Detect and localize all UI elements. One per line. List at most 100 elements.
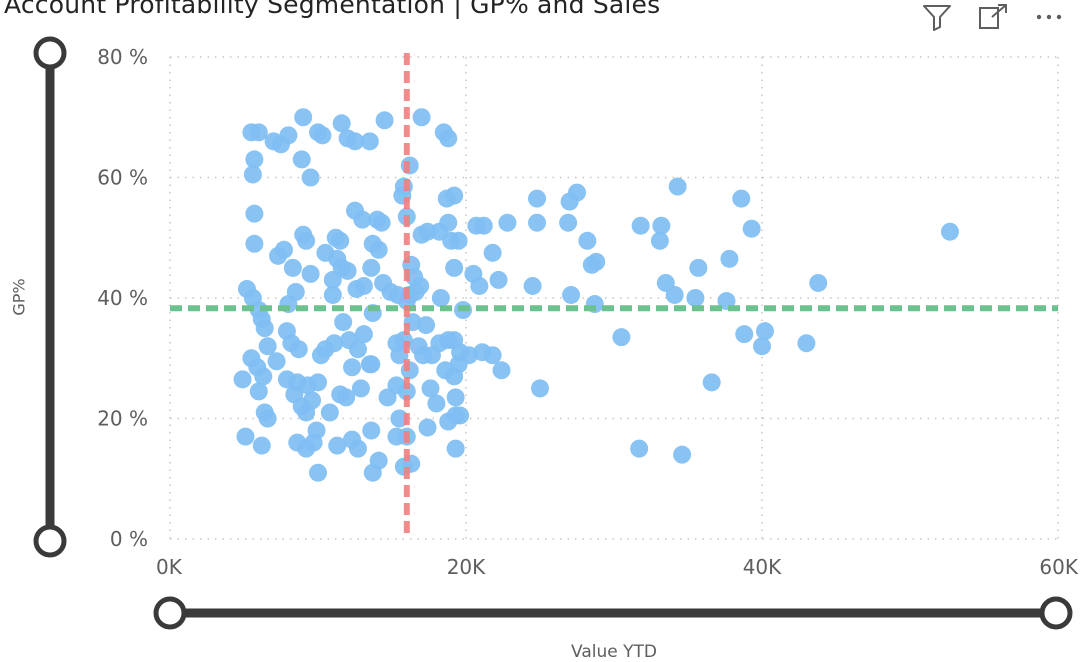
data-point[interactable] [417, 316, 436, 335]
y-zoom-slider-top-handle[interactable] [33, 36, 67, 70]
data-point[interactable] [483, 243, 502, 262]
data-point[interactable] [665, 285, 684, 304]
data-point[interactable] [362, 355, 381, 374]
data-point[interactable] [279, 126, 298, 145]
data-point[interactable] [414, 346, 433, 365]
data-point[interactable] [587, 252, 606, 271]
data-point[interactable] [451, 406, 470, 425]
data-point[interactable] [568, 183, 586, 202]
data-point[interactable] [323, 285, 342, 304]
data-point[interactable] [354, 325, 373, 344]
data-point[interactable] [258, 337, 277, 356]
data-point[interactable] [528, 189, 547, 208]
data-point[interactable] [702, 373, 721, 392]
data-point[interactable] [233, 370, 252, 389]
data-point[interactable] [252, 436, 271, 455]
data-point[interactable] [362, 258, 381, 277]
data-point[interactable] [362, 421, 381, 440]
data-point[interactable] [689, 258, 708, 277]
data-point[interactable] [245, 234, 264, 253]
data-point[interactable] [346, 132, 364, 151]
data-point[interactable] [369, 451, 388, 470]
filter-icon[interactable] [920, 2, 954, 32]
data-point[interactable] [755, 322, 774, 341]
data-point[interactable] [474, 216, 493, 235]
data-point[interactable] [360, 132, 379, 151]
data-point[interactable] [267, 352, 286, 371]
data-point[interactable] [630, 439, 649, 458]
data-point[interactable] [372, 213, 391, 232]
data-point[interactable] [348, 340, 367, 359]
data-point[interactable] [742, 219, 761, 238]
data-point[interactable] [562, 285, 581, 304]
data-point[interactable] [809, 273, 828, 292]
data-point[interactable] [489, 270, 508, 289]
data-point[interactable] [348, 439, 367, 458]
data-point[interactable] [523, 276, 542, 295]
data-point[interactable] [337, 388, 356, 407]
data-point[interactable] [258, 409, 277, 428]
data-point[interactable] [343, 358, 362, 377]
data-point[interactable] [445, 186, 464, 205]
data-point[interactable] [369, 240, 388, 259]
data-point[interactable] [668, 177, 687, 196]
data-point[interactable] [397, 382, 416, 401]
data-point[interactable] [323, 270, 342, 289]
data-point[interactable] [283, 258, 302, 277]
data-point[interactable] [412, 108, 431, 127]
data-point[interactable] [439, 129, 458, 148]
data-point[interactable] [301, 264, 320, 283]
data-point[interactable] [612, 328, 631, 347]
data-point[interactable] [735, 325, 754, 344]
data-point[interactable] [531, 379, 549, 398]
data-point[interactable] [421, 379, 440, 398]
data-point[interactable] [631, 216, 650, 235]
data-point[interactable] [418, 418, 437, 437]
data-point[interactable] [431, 289, 450, 307]
data-point[interactable] [236, 427, 255, 446]
data-point[interactable] [445, 258, 464, 277]
data-point[interactable] [492, 361, 511, 380]
data-point[interactable] [351, 379, 370, 398]
data-point[interactable] [309, 373, 327, 392]
focus-mode-icon[interactable] [976, 2, 1010, 32]
data-point[interactable] [439, 213, 458, 232]
data-point[interactable] [449, 231, 468, 250]
data-point[interactable] [753, 337, 771, 356]
data-point[interactable] [449, 355, 468, 374]
x-zoom-slider-right-handle[interactable] [1039, 596, 1073, 630]
data-point[interactable] [332, 114, 351, 133]
data-point[interactable] [650, 231, 669, 250]
data-point[interactable] [483, 346, 502, 365]
y-zoom-slider-bottom-handle[interactable] [33, 524, 67, 558]
data-point[interactable] [470, 276, 489, 295]
data-point[interactable] [292, 150, 311, 169]
data-point[interactable] [427, 394, 446, 413]
data-point[interactable] [353, 210, 372, 229]
data-point[interactable] [289, 340, 308, 359]
data-point[interactable] [320, 403, 339, 422]
data-point[interactable] [328, 436, 347, 455]
data-point[interactable] [375, 111, 394, 130]
data-point[interactable] [940, 222, 959, 241]
data-point[interactable] [254, 367, 273, 386]
data-point[interactable] [797, 334, 816, 353]
x-zoom-slider-left-handle[interactable] [153, 596, 187, 630]
data-point[interactable] [313, 126, 332, 145]
data-point[interactable] [446, 439, 465, 458]
data-point[interactable] [243, 165, 262, 184]
data-point[interactable] [301, 168, 320, 187]
data-point[interactable] [325, 334, 344, 353]
data-point[interactable] [331, 231, 350, 250]
data-point[interactable] [297, 231, 316, 250]
data-point[interactable] [255, 319, 274, 338]
data-point[interactable] [249, 382, 268, 401]
more-options-icon[interactable] [1032, 2, 1066, 32]
data-point[interactable] [354, 276, 373, 295]
data-point[interactable] [732, 189, 751, 208]
data-point[interactable] [498, 213, 517, 232]
data-point[interactable] [673, 445, 692, 464]
data-point[interactable] [307, 421, 326, 440]
data-point[interactable] [338, 261, 357, 280]
data-point[interactable] [245, 150, 264, 169]
